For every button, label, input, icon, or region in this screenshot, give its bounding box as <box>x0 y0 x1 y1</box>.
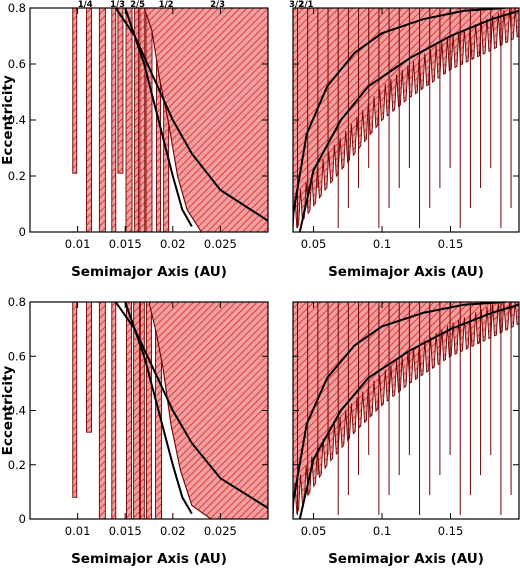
y-tick-label: 0.6 <box>8 349 26 363</box>
resonance-label: 2/1 <box>299 0 314 10</box>
y-axis-title: Eccentricity <box>0 365 16 455</box>
theory-curve <box>293 302 506 503</box>
x-tick-label: 0.05 <box>301 524 327 538</box>
y-tick-label: 0.2 <box>8 169 26 183</box>
unstable-band <box>125 8 133 232</box>
x-tick-label: 0.01 <box>65 524 91 538</box>
unstable-region <box>293 302 519 519</box>
y-tick-label: 0.4 <box>8 404 26 418</box>
unstable-band <box>98 302 106 519</box>
y-tick-label: 0 <box>19 512 26 526</box>
x-tick-label: 0.025 <box>204 237 237 251</box>
plot-area <box>293 302 519 519</box>
chaotic-region <box>148 302 268 519</box>
resonance-label: 2/3 <box>210 0 225 10</box>
x-tick-label: 0.025 <box>204 524 237 538</box>
resonance-label: 1/3 <box>110 0 125 10</box>
resonance-label: 1/2 <box>159 0 174 10</box>
x-axis-title: Semimajor Axis (AU) <box>328 551 484 567</box>
unstable-band <box>111 8 117 232</box>
unstable-region <box>293 8 519 232</box>
x-tick-label: 0.1 <box>373 524 391 538</box>
resonance-label: 2/5 <box>130 0 145 10</box>
unstable-band <box>86 8 92 232</box>
unstable-band <box>72 8 78 174</box>
panel-bottom-right: 0.05 0.1 0.15 Semimajor Axis (AU) <box>292 301 520 567</box>
theory-curve <box>298 9 519 232</box>
y-tick-label: 0.6 <box>8 57 26 71</box>
unstable-band <box>126 302 132 519</box>
theory-curve <box>124 8 193 227</box>
theory-curve <box>293 8 506 216</box>
plot-area <box>72 302 268 519</box>
chaotic-region <box>143 8 268 232</box>
unstable-band <box>133 302 141 519</box>
x-tick-label: 0.015 <box>109 237 142 251</box>
y-tick-label: 0.8 <box>8 1 26 15</box>
unstable-band <box>145 8 153 232</box>
unstable-band <box>146 302 152 519</box>
x-tick-label: 0.1 <box>373 237 391 251</box>
unstable-band <box>134 8 140 232</box>
y-tick-label: 0.4 <box>8 113 26 127</box>
plot-area <box>72 8 268 232</box>
x-tick-label: 0.15 <box>438 524 464 538</box>
x-tick-label: 0.015 <box>109 524 142 538</box>
y-tick-label: 0 <box>19 225 26 239</box>
x-axis-title: Semimajor Axis (AU) <box>71 551 227 567</box>
plot-area <box>293 8 519 232</box>
x-tick-label: 0.15 <box>438 237 464 251</box>
panel-top-right: 0.05 0.1 0.15 Semimajor Axis (AU) 5/33/22/1 <box>289 0 520 280</box>
unstable-band <box>111 302 117 519</box>
panel-bottom-left: 0.01 0.015 0.02 0.025 0 0.2 0.4 0.6 0.8 Semimajor… <box>0 295 269 567</box>
unstable-band <box>139 302 145 519</box>
x-axis-title: Semimajor Axis (AU) <box>71 264 227 280</box>
resonance-label: 1/4 <box>78 0 93 10</box>
panel-top-left: 0.01 0.015 0.02 0.025 0 0.2 0.4 0.6 0.8 Semimajor… <box>0 0 269 280</box>
resonance-label: 5/3 <box>294 0 309 1</box>
theory-curve <box>124 302 193 515</box>
theory-curve <box>298 303 519 519</box>
x-tick-label: 0.02 <box>160 524 186 538</box>
x-axis-title: Semimajor Axis (AU) <box>328 264 484 280</box>
y-tick-label: 0.2 <box>8 458 26 472</box>
unstable-band <box>72 302 78 498</box>
x-tick-label: 0.01 <box>65 237 91 251</box>
y-axis-title: Eccentricity <box>0 75 16 165</box>
resonance-label: 3/2 <box>289 0 304 10</box>
unstable-band <box>117 8 124 174</box>
y-tick-label: 0.8 <box>8 295 26 309</box>
unstable-band <box>139 8 146 232</box>
unstable-band <box>86 302 92 433</box>
unstable-band <box>98 8 106 232</box>
x-tick-label: 0.05 <box>301 237 327 251</box>
x-tick-label: 0.02 <box>160 237 186 251</box>
